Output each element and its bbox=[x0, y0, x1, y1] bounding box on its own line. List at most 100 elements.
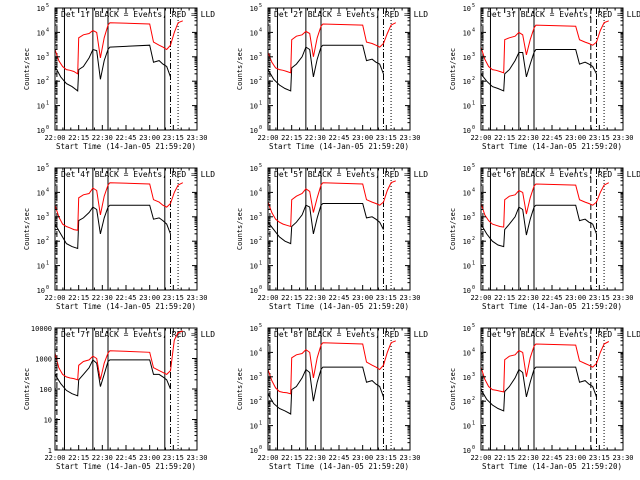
y-tick-label: 10 bbox=[463, 398, 471, 406]
y-tick-label: 10 bbox=[37, 238, 45, 246]
x-tick-label: 23:00 bbox=[352, 294, 373, 302]
y-tick-label: 10 bbox=[250, 374, 258, 382]
x-tick-label: 23:15 bbox=[589, 294, 610, 302]
x-tick-label: 23:15 bbox=[163, 134, 184, 142]
x-tick-label: 22:30 bbox=[518, 134, 539, 142]
x-tick-label: 23:30 bbox=[399, 294, 420, 302]
x-tick-label: 22:00 bbox=[44, 454, 65, 462]
y-tick-label: 10 bbox=[463, 287, 471, 295]
series-line-1 bbox=[480, 204, 597, 248]
y-tick-label: 10 bbox=[250, 349, 258, 357]
y-tick-label: 10 bbox=[250, 287, 258, 295]
y-tick-label: 1000 bbox=[35, 356, 52, 364]
x-tick-label: 23:30 bbox=[186, 454, 207, 462]
x-axis-label: Start Time (14-Jan-05 21:59:20) bbox=[56, 142, 196, 151]
plot-frame bbox=[480, 327, 624, 451]
series-line-2 bbox=[480, 182, 610, 228]
y-tick-label: 10 bbox=[463, 103, 471, 111]
y-tick-label: 10000 bbox=[31, 325, 52, 333]
y-tick-label: 10 bbox=[250, 54, 258, 62]
y-tick-label: 10 bbox=[37, 287, 45, 295]
x-tick-label: 22:15 bbox=[68, 134, 89, 142]
x-tick-label: 22:15 bbox=[68, 454, 89, 462]
x-tick-label: 23:15 bbox=[376, 134, 397, 142]
x-axis-label: Start Time (14-Jan-05 21:59:20) bbox=[269, 462, 409, 471]
y-axis-label: Counts/sec bbox=[236, 368, 244, 410]
x-tick-label: 22:45 bbox=[541, 454, 562, 462]
y-tick-exponent: 2 bbox=[46, 236, 49, 242]
x-tick-label: 22:15 bbox=[281, 294, 302, 302]
x-tick-label: 23:00 bbox=[565, 454, 586, 462]
y-tick-label: 10 bbox=[37, 78, 45, 86]
y-tick-label: 10 bbox=[463, 127, 471, 135]
x-tick-label: 22:30 bbox=[305, 294, 326, 302]
y-tick-label: 10 bbox=[250, 127, 258, 135]
x-tick-label: 23:30 bbox=[399, 134, 420, 142]
y-tick-label: 10 bbox=[37, 54, 45, 62]
series-line-2 bbox=[480, 341, 610, 393]
series-line-2 bbox=[54, 20, 183, 75]
x-tick-label: 23:30 bbox=[186, 134, 207, 142]
x-tick-label: 22:45 bbox=[328, 134, 349, 142]
y-tick-label: 10 bbox=[463, 238, 471, 246]
x-tick-label: 22:15 bbox=[281, 134, 302, 142]
x-axis-label: Start Time (14-Jan-05 21:59:20) bbox=[482, 462, 622, 471]
x-tick-label: 23:15 bbox=[376, 294, 397, 302]
y-tick-label: 10 bbox=[463, 78, 471, 86]
y-tick-exponent: 3 bbox=[472, 372, 475, 378]
x-axis-label: Start Time (14-Jan-05 21:59:20) bbox=[269, 302, 409, 311]
x-tick-label: 23:00 bbox=[139, 454, 160, 462]
series-line-1 bbox=[267, 203, 384, 245]
y-tick-exponent: 0 bbox=[259, 285, 262, 291]
x-tick-label: 23:15 bbox=[163, 294, 184, 302]
y-tick-label: 10 bbox=[463, 325, 471, 333]
y-tick-exponent: 4 bbox=[259, 187, 262, 193]
x-tick-label: 22:15 bbox=[494, 294, 515, 302]
y-tick-label: 10 bbox=[37, 5, 45, 13]
x-axis-label: Start Time (14-Jan-05 21:59:20) bbox=[56, 462, 196, 471]
series-line-1 bbox=[480, 49, 597, 92]
y-tick-exponent: 0 bbox=[46, 285, 49, 291]
x-tick-label: 23:15 bbox=[589, 134, 610, 142]
y-tick-exponent: 1 bbox=[46, 261, 49, 267]
x-tick-label: 22:00 bbox=[470, 294, 491, 302]
y-tick-label: 100 bbox=[39, 386, 52, 394]
plot-frame bbox=[54, 167, 198, 291]
x-axis-label: Start Time (14-Jan-05 21:59:20) bbox=[482, 302, 622, 311]
y-tick-exponent: 4 bbox=[472, 187, 475, 193]
y-tick-exponent: 2 bbox=[472, 236, 475, 242]
y-tick-label: 10 bbox=[463, 54, 471, 62]
y-tick-label: 10 bbox=[37, 103, 45, 111]
chart-title: Det 5f BLACK = Events, RED = LLD bbox=[274, 170, 428, 179]
y-tick-exponent: 3 bbox=[259, 372, 262, 378]
y-tick-label: 10 bbox=[250, 214, 258, 222]
series-line-1 bbox=[54, 204, 171, 250]
y-axis-label: Counts/sec bbox=[236, 208, 244, 250]
y-tick-label: 10 bbox=[250, 78, 258, 86]
x-tick-label: 23:30 bbox=[399, 454, 420, 462]
x-tick-label: 22:30 bbox=[305, 454, 326, 462]
y-tick-exponent: 2 bbox=[259, 396, 262, 402]
x-tick-label: 22:45 bbox=[541, 294, 562, 302]
x-tick-label: 22:30 bbox=[92, 134, 113, 142]
plot-frame bbox=[54, 7, 198, 131]
x-tick-label: 23:15 bbox=[163, 454, 184, 462]
x-tick-label: 23:15 bbox=[589, 454, 610, 462]
y-tick-exponent: 5 bbox=[259, 163, 262, 169]
chart-title: Det 9f BLACK = Events, RED = LLD bbox=[487, 330, 640, 339]
plot-frame bbox=[54, 327, 198, 451]
x-tick-label: 23:00 bbox=[352, 134, 373, 142]
chart-title: Det 3f BLACK = Events, RED = LLD bbox=[487, 10, 640, 19]
x-tick-label: 22:00 bbox=[470, 134, 491, 142]
chart-title: Det 2f BLACK = Events, RED = LLD bbox=[274, 10, 428, 19]
x-tick-label: 23:00 bbox=[565, 294, 586, 302]
x-tick-label: 23:30 bbox=[612, 134, 633, 142]
y-tick-exponent: 0 bbox=[259, 125, 262, 131]
